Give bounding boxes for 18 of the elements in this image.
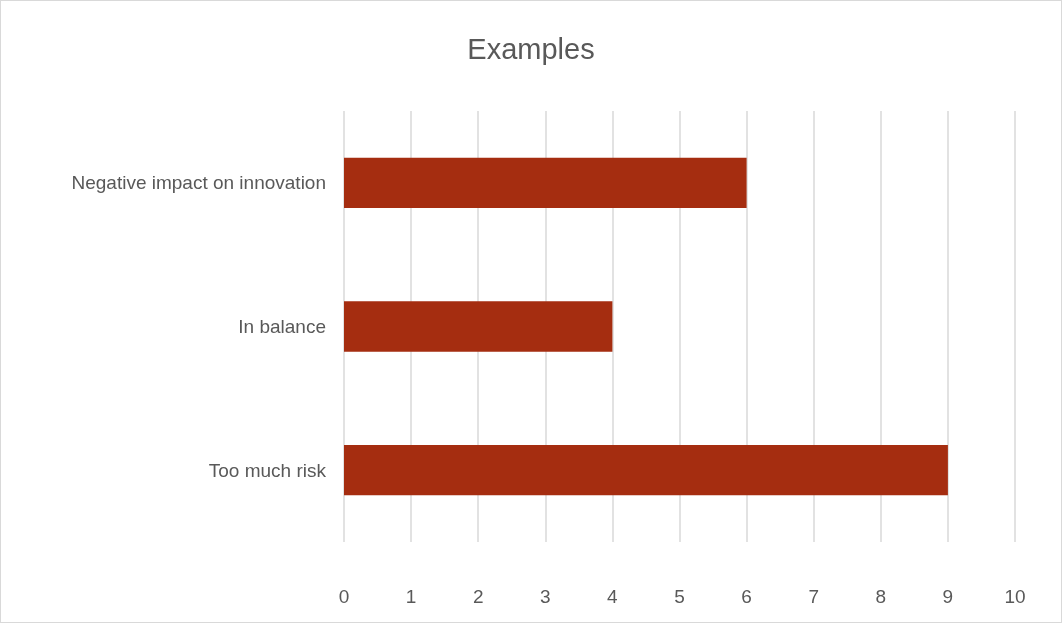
x-tick-label: 1	[405, 586, 417, 607]
bar	[344, 445, 948, 496]
x-tick-label: 3	[540, 586, 551, 607]
chart-title: Examples	[467, 32, 595, 65]
x-tick-label: 0	[338, 586, 350, 607]
bar	[344, 301, 613, 352]
x-tick-label: 4	[607, 586, 619, 607]
x-tick-label: 5	[674, 586, 685, 607]
x-tick-label: 2	[472, 586, 484, 607]
x-tick-label: 7	[808, 586, 819, 607]
bar	[344, 157, 747, 208]
y-tick-label: Too much risk	[208, 459, 327, 481]
x-tick-label: 8	[875, 586, 887, 607]
x-tick-label: 6	[741, 586, 752, 607]
y-tick-label: In balance	[238, 316, 326, 337]
x-tick-label: 10	[1004, 586, 1026, 607]
y-tick-label: Negative impact on innovation	[71, 172, 326, 194]
x-tick-label: 9	[942, 586, 954, 607]
